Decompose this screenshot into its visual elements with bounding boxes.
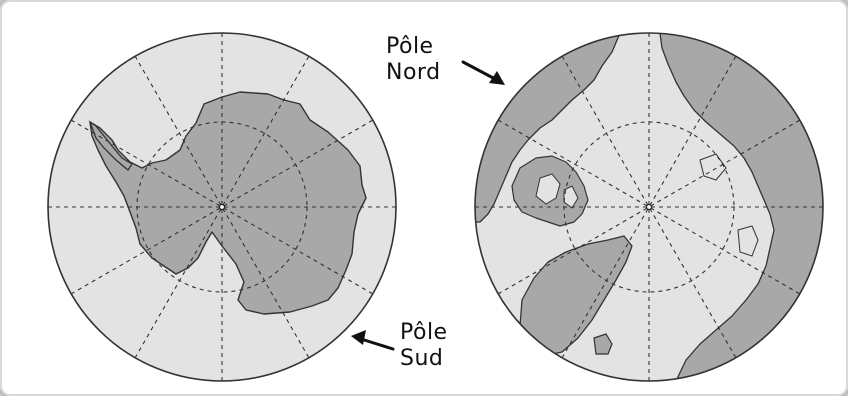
arrow-south-icon: [351, 330, 395, 351]
north-pole-map: [474, 32, 824, 382]
iceland-landmass: [593, 333, 613, 355]
north-pole-point: [645, 203, 653, 211]
north-pole-label: Pôle Nord: [386, 34, 441, 86]
arrow-north-icon: [461, 60, 505, 85]
south-pole-point: [218, 203, 226, 211]
south-pole-label: Pôle Sud: [400, 320, 448, 372]
antarctic-peninsula: [88, 120, 133, 171]
south-pole-map: [47, 32, 397, 382]
north-pole-label-line2: Nord: [386, 60, 441, 85]
north-pole-label-line1: Pôle: [386, 34, 434, 59]
south-pole-label-line1: Pôle: [400, 320, 448, 345]
eurasia-landmass: [659, 33, 823, 381]
south-pole-label-line2: Sud: [400, 346, 444, 371]
